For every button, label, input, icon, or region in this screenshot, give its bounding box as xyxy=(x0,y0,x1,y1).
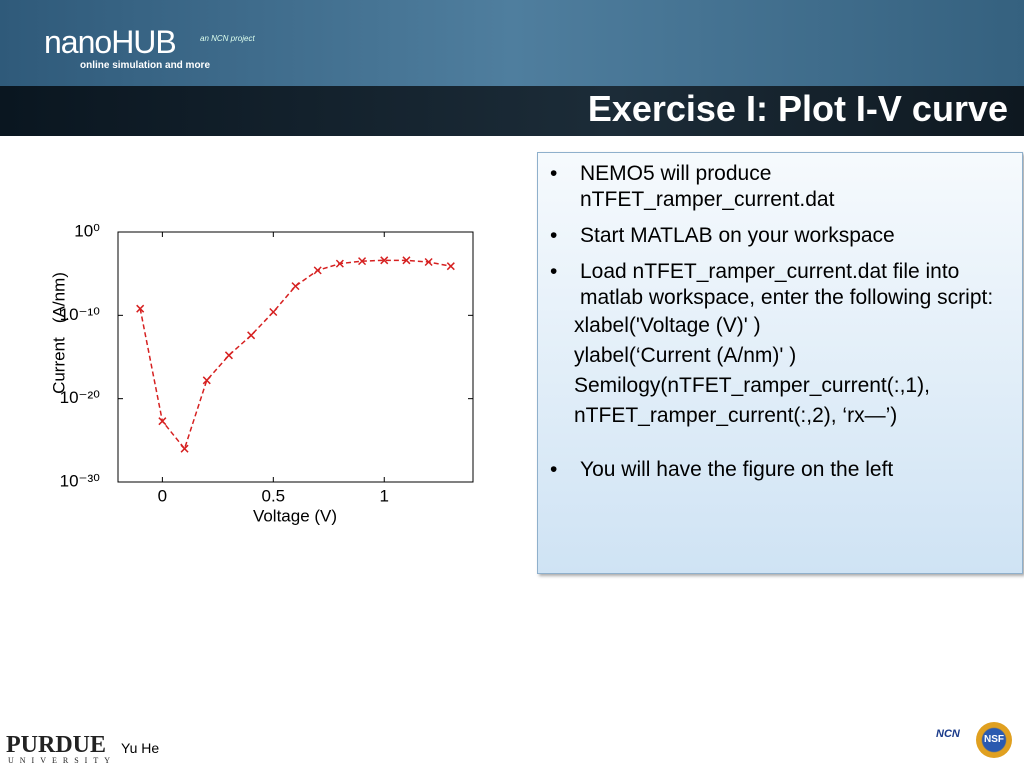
x-tick-label: 0.5 xyxy=(261,486,285,505)
university-sub: UNIVERSITY xyxy=(8,756,116,765)
x-tick-label: 1 xyxy=(380,486,389,505)
y-tick-label: 10⁻³⁰ xyxy=(60,471,101,490)
marker xyxy=(313,266,322,275)
marker xyxy=(136,304,145,313)
y-tick-label: 10⁰ xyxy=(74,221,100,240)
y-tick-label: 10⁻²⁰ xyxy=(60,388,101,407)
logo: nanoHUB xyxy=(44,24,177,60)
marker xyxy=(446,262,455,271)
tagline: online simulation and more xyxy=(80,60,211,71)
bullet: • NEMO5 will produce nTFET_ramper_current… xyxy=(550,161,1014,213)
title: Exercise I: Plot I-V curve xyxy=(587,88,1008,129)
marker xyxy=(224,351,233,360)
author: Yu He xyxy=(121,740,160,756)
x-axis-label: Voltage (V) xyxy=(253,506,337,525)
marker xyxy=(380,256,389,265)
marker xyxy=(402,256,411,265)
bullet: • You will have the figure on the left xyxy=(550,458,894,481)
nsf-logo: NSF xyxy=(976,722,1012,758)
text-box: • NEMO5 will produce nTFET_ramper_current… xyxy=(537,152,1023,574)
bullet-text: Start MATLAB on your workspace xyxy=(580,224,895,247)
plot-box xyxy=(117,231,474,483)
project: an NCN project xyxy=(200,34,255,43)
marker xyxy=(202,376,211,385)
x-tick-label: 0 xyxy=(158,486,167,505)
script-line: xlabel('Voltage (V)' ) xyxy=(574,314,761,337)
marker xyxy=(269,307,278,317)
marker xyxy=(180,444,189,453)
marker xyxy=(291,282,300,291)
marker xyxy=(358,257,367,266)
marker xyxy=(424,257,433,267)
marker xyxy=(247,331,256,340)
title-bar xyxy=(0,86,1024,136)
bullet-text: Load nTFET_ramper_current.dat file into … xyxy=(580,260,994,309)
header-band xyxy=(0,0,1024,86)
bullet: • Start MATLAB on your workspace xyxy=(550,224,895,247)
script-line: ylabel(‘Current (A/nm)' ) xyxy=(574,344,797,367)
y-tick-label: 10⁻¹⁰ xyxy=(60,305,101,324)
y-axis-label: Current (A/nm) xyxy=(49,272,68,394)
script-line: nTFET_ramper_current(:,2), ‘rx—’) xyxy=(574,404,898,427)
bullet: • Load nTFET_ramper_current.dat file into… xyxy=(550,259,1014,311)
marker xyxy=(335,259,344,268)
marker xyxy=(158,417,167,426)
ncn-logo: NCN xyxy=(936,728,960,740)
bullet-text: NEMO5 will produce nTFET_ramper_current.… xyxy=(580,162,835,211)
university: PURDUE xyxy=(6,732,106,758)
bullet-text: You will have the figure on the left xyxy=(580,458,894,481)
script-line: Semilogy(nTFET_ramper_current(:,1), xyxy=(574,374,930,397)
